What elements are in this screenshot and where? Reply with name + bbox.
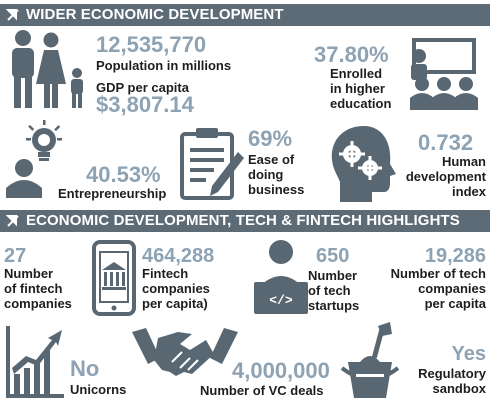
- entrepreneurship-value: 40.53%: [86, 162, 161, 187]
- population-label: Population in millions: [96, 58, 232, 73]
- clipboard-icon: [180, 128, 244, 200]
- startups-label: Number of tech startups: [308, 268, 360, 313]
- tech-pc-value: 19,286: [424, 245, 486, 267]
- startups-value: 650: [316, 245, 350, 267]
- classroom-icon: [410, 38, 478, 110]
- arrow-icon: [6, 215, 19, 227]
- gdp-label: GDP per capita: [96, 80, 189, 95]
- vc-label: Number of VC deals: [200, 383, 324, 398]
- sandbox-label: Regulatory sandbox: [418, 366, 486, 396]
- ease-value: 69%: [248, 126, 293, 151]
- fintech-pc-value: 464,288: [142, 245, 215, 267]
- education-label: Enrolled in higher education: [330, 66, 392, 111]
- population-value: 12,535,770: [96, 32, 207, 57]
- fintech-pc-label: Fintech companies per capita): [142, 266, 210, 311]
- head-gears-icon: [331, 126, 396, 202]
- mobile-bank-icon: [92, 240, 136, 316]
- sandbox-value: Yes: [451, 343, 486, 365]
- entrepreneurship-label: Entrepreneurship: [58, 186, 167, 201]
- fintech-value: 27: [4, 245, 27, 267]
- unicorns-label: Unicorns: [70, 382, 127, 397]
- handshake-icon: [132, 328, 238, 376]
- arrow-icon: [6, 9, 19, 21]
- hdi-value: 0.732: [418, 130, 474, 155]
- gdp-value: $3,807.14: [96, 92, 194, 117]
- coder-icon: </>: [254, 240, 308, 314]
- ease-label: Ease of doing business: [248, 152, 305, 197]
- section-header-tech-fintech: ECONOMIC DEVELOPMENT, TECH & FINTECH HIG…: [0, 210, 490, 232]
- vc-value: 4,000,000: [232, 358, 330, 383]
- growth-chart-icon: [6, 326, 64, 398]
- idea-person-icon: [6, 120, 62, 198]
- sandbox-bucket-icon: [340, 322, 400, 398]
- svg-text:</>: </>: [269, 293, 293, 308]
- fintech-label: Number of fintech companies: [4, 266, 72, 311]
- section-header-wider-economic: WIDER ECONOMIC DEVELOPMENT: [0, 4, 490, 26]
- section-title: WIDER ECONOMIC DEVELOPMENT: [26, 6, 284, 23]
- family-icon: [12, 30, 83, 108]
- tech-pc-label: Number of tech companies per capita: [390, 266, 486, 311]
- hdi-label: Human development index: [405, 154, 486, 199]
- section-title: ECONOMIC DEVELOPMENT, TECH & FINTECH HIG…: [26, 212, 460, 229]
- unicorns-value: No: [70, 356, 100, 381]
- education-value: 37.80%: [314, 42, 389, 67]
